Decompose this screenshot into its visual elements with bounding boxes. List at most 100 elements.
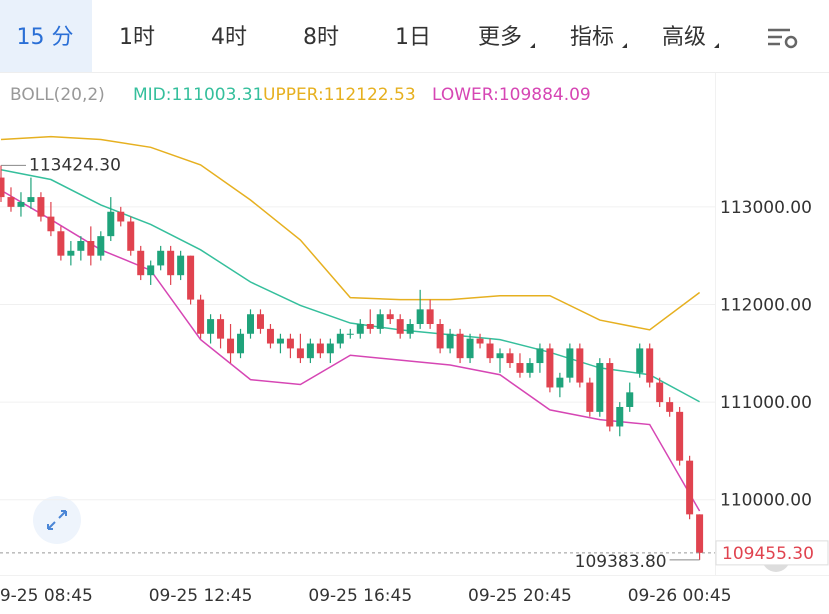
candle-body [147,265,155,276]
candle-body [626,392,634,407]
band-line [0,169,700,403]
y-tick-label: 111000.00 [720,393,812,413]
candle-body [426,309,434,324]
band-line [0,189,701,512]
candle-body [77,241,85,251]
candle-body [576,348,584,383]
candle-body [207,319,215,334]
candle-body [47,216,55,232]
candle-body [606,363,614,427]
candle-body [87,241,95,256]
x-tick-label: 09-25 16:45 [308,586,412,606]
candle-body [247,314,254,334]
candle-body [266,328,274,344]
y-tick-label: 110000.00 [720,491,812,511]
candle-body [107,211,115,237]
legend-entry: MID:111003.31 [133,85,263,105]
candle-body [117,211,125,222]
candle-body [446,333,454,349]
candle-body [686,460,694,515]
y-tick-label: 113000.00 [720,198,812,218]
x-tick-label: 09-26 00:45 [628,586,732,606]
candle-body [696,514,704,553]
candle-body [656,382,664,403]
candle-body [177,255,185,276]
y-tick-label: 112000.00 [720,295,812,315]
x-tick-label: 09-25 20:45 [468,586,572,606]
candle-body [486,343,494,359]
candle-body [37,197,45,217]
candle-body [516,363,524,373]
candle-body [666,402,674,412]
candle-body [586,382,594,412]
candle-body [286,338,294,349]
last-price-box [715,540,829,566]
legend-entry: UPPER:112122.53 [263,85,416,105]
candle-body [646,348,654,383]
tab[interactable]: 8时 [303,25,339,50]
candle-body [406,324,414,334]
low-marker-label: 109383.80 [575,552,667,572]
tab[interactable]: 1时 [119,25,155,50]
legend-entry: LOWER:109884.09 [432,85,591,105]
candle-body [346,333,354,335]
candle-body [217,319,225,339]
candle-body [636,348,644,373]
last-price-label: 109455.30 [722,544,814,564]
dropdown-arrow [714,43,719,48]
candle-body [536,348,544,364]
candle-body [256,314,264,329]
tab[interactable]: 更多 [478,25,522,50]
candle-body [197,299,205,334]
candle-body [396,319,404,334]
candle-body [676,411,684,461]
candle-body [456,333,464,359]
band-line [0,135,701,331]
candle-body [366,324,374,329]
candle-body [506,353,514,364]
candle-body [326,343,334,354]
tab[interactable]: 指标 [570,25,614,50]
candle-body [237,333,245,354]
high-marker-label: 113424.30 [29,155,121,175]
candle-body [276,338,284,344]
candle-body [496,353,504,359]
indicator-label: BOLL(20,2) [10,85,105,105]
candle-body [137,250,145,276]
dropdown-arrow [622,43,627,48]
candle-body [306,343,314,359]
candle-body [296,348,304,359]
candle-body [67,250,75,256]
x-tick-label: 09-25 08:45 [0,586,93,606]
expand-button[interactable] [33,496,81,544]
tab[interactable]: 高级 [662,25,706,50]
candle-body [546,348,554,388]
candle-body [386,314,394,320]
candle-body [7,197,15,207]
candle-body [0,177,5,198]
candle-body [596,363,604,412]
tab[interactable]: 1日 [395,25,431,50]
candle-body [167,250,175,276]
candle-body [336,333,344,344]
candle-body [476,338,484,344]
candle-body [566,348,574,378]
candle-body [157,250,165,266]
candle-body [436,324,444,349]
settings-icon[interactable] [768,28,798,49]
candle-body [376,314,384,329]
tab[interactable]: 15 分 [17,25,74,50]
tab[interactable]: 4时 [211,25,247,50]
candle-body [97,236,105,256]
candle-body [556,377,564,388]
candle-body [356,324,364,334]
candle-body [187,255,195,300]
candle-body [27,197,35,202]
candle-body [416,309,424,324]
selected-tab-bg [0,0,92,72]
candle-body [526,363,534,373]
candle-body [17,201,25,207]
candle-body [227,338,235,354]
candle-body [57,231,65,256]
